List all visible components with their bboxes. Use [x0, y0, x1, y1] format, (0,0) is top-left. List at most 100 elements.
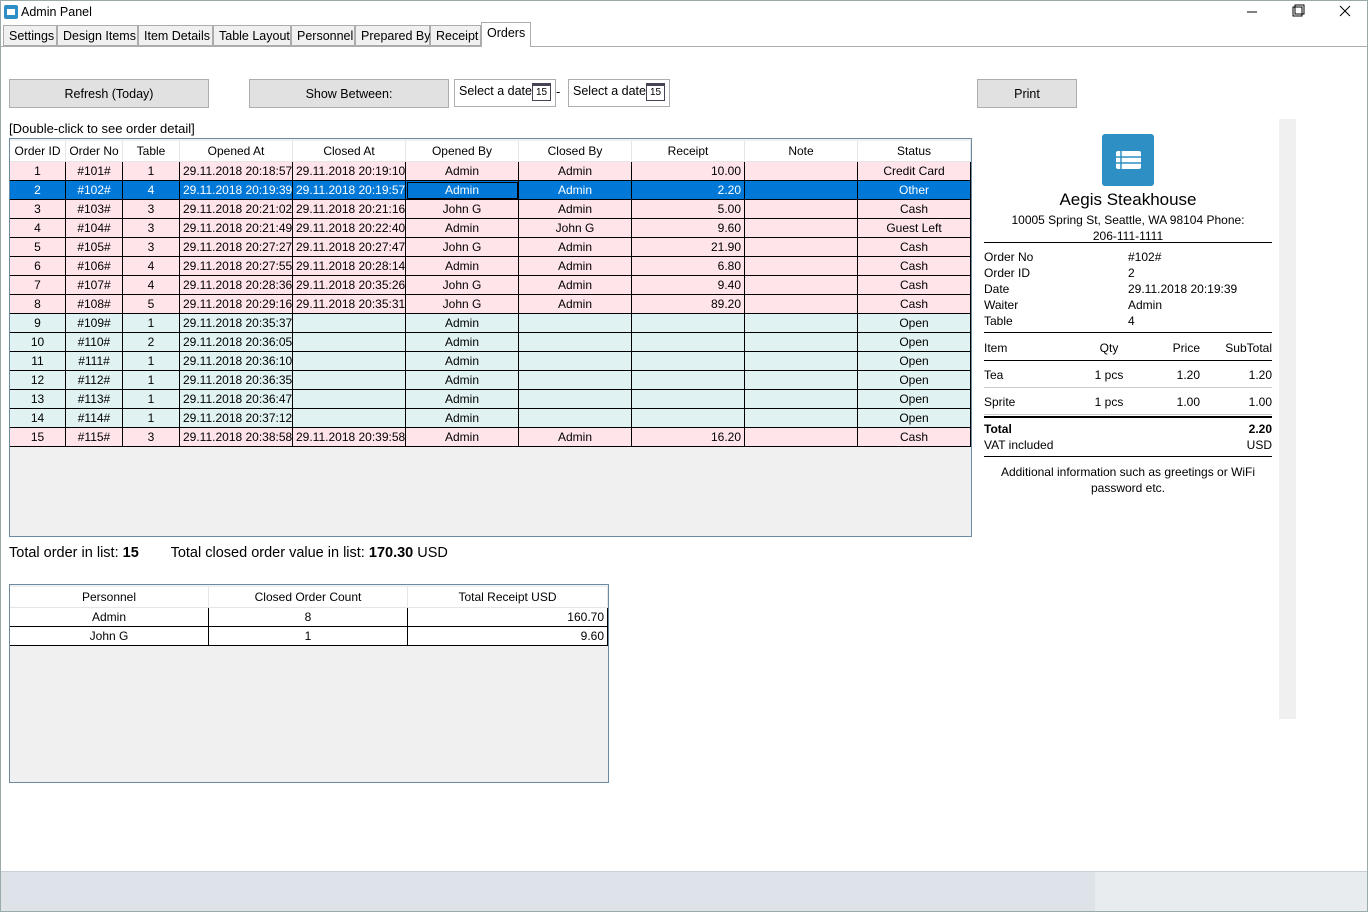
tab[interactable]: Settings	[3, 25, 57, 46]
count-label: Total order in list:	[9, 545, 119, 561]
cell: 29.11.2018 20:22:40	[293, 219, 406, 238]
cell: John G	[406, 295, 519, 314]
cell: 29.11.2018 20:36:47	[180, 390, 293, 409]
cell: 29.11.2018 20:28:14	[293, 257, 406, 276]
scrollbar[interactable]	[1279, 119, 1296, 719]
cell: 29.11.2018 20:19:57	[293, 181, 406, 200]
cell	[519, 371, 632, 390]
cell: 15	[10, 428, 66, 447]
tab[interactable]: Table Layout	[213, 25, 291, 46]
refresh-button[interactable]: Refresh (Today)	[9, 79, 209, 108]
cell	[745, 409, 858, 428]
cell: Admin	[519, 295, 632, 314]
cell	[293, 371, 406, 390]
cell: #108#	[66, 295, 123, 314]
tab[interactable]: Personnel	[291, 25, 355, 46]
cell: 13	[10, 390, 66, 409]
cell: 3	[123, 219, 180, 238]
item-cell: Sprite	[984, 395, 1016, 409]
cell: Open	[858, 352, 971, 371]
cell	[519, 314, 632, 333]
cell: 2	[123, 333, 180, 352]
column-header: Opened By	[406, 141, 519, 162]
column-header: Closed Order Count	[209, 587, 408, 608]
tab[interactable]: Design Items	[57, 25, 138, 46]
cell	[745, 428, 858, 447]
window-controls[interactable]	[1231, 1, 1367, 23]
cell: 2.20	[632, 181, 745, 200]
cell: 9.40	[632, 276, 745, 295]
item-cell: 1.20	[1176, 368, 1200, 382]
cell: 9.60	[408, 627, 608, 646]
cell	[745, 200, 858, 219]
cell: 3	[123, 238, 180, 257]
info-label: Waiter	[984, 298, 1019, 312]
cell: Cash	[858, 276, 971, 295]
cell: Open	[858, 390, 971, 409]
cell: 12	[10, 371, 66, 390]
cell: John G	[519, 219, 632, 238]
cell: Other	[858, 181, 971, 200]
calendar-icon[interactable]: 15	[646, 83, 665, 101]
summary: Total order in list: 15 Total closed ord…	[9, 545, 448, 561]
column-header: Receipt	[632, 141, 745, 162]
print-button[interactable]: Print	[977, 79, 1077, 108]
personnel-grid[interactable]: Personnel Closed Order Count Total Receipt…	[9, 584, 609, 783]
cell: Admin	[519, 162, 632, 181]
date-to[interactable]: Select a date 15	[568, 79, 670, 107]
restaurant-logo	[1102, 134, 1154, 186]
cell: 21.90	[632, 238, 745, 257]
cell: 89.20	[632, 295, 745, 314]
cell: #102#	[66, 181, 123, 200]
info-label: Order ID	[984, 266, 1031, 280]
cell: #111#	[66, 352, 123, 371]
item-cell: 1 pcs	[1094, 395, 1124, 409]
cell: Admin	[406, 257, 519, 276]
cell: 6.80	[632, 257, 745, 276]
tab[interactable]: Orders	[481, 22, 531, 47]
tab[interactable]: Prepared By	[355, 25, 430, 46]
status-bar-right	[1095, 871, 1367, 911]
divider	[984, 360, 1272, 361]
date-from[interactable]: Select a date 15	[454, 79, 556, 107]
cell	[745, 219, 858, 238]
cell: 16.20	[632, 428, 745, 447]
cell: 7	[10, 276, 66, 295]
cell	[293, 314, 406, 333]
cell: 5.00	[632, 200, 745, 219]
cell: Admin	[519, 181, 632, 200]
cell: Cash	[858, 428, 971, 447]
column-header: Closed At	[293, 141, 406, 162]
cell: 14	[10, 409, 66, 428]
cell: Open	[858, 371, 971, 390]
cell: 2	[10, 181, 66, 200]
show-between-button[interactable]: Show Between:	[249, 79, 449, 108]
cell: 29.11.2018 20:37:12	[180, 409, 293, 428]
total-label: Total	[984, 422, 1012, 436]
cell: 29.11.2018 20:28:36	[180, 276, 293, 295]
tab[interactable]: Receipt	[430, 25, 481, 46]
cell	[293, 333, 406, 352]
cell: #105#	[66, 238, 123, 257]
cell: 3	[123, 428, 180, 447]
orders-grid[interactable]: Order ID Order No Table Opened At Closed At O…	[9, 138, 972, 537]
column-header: Table	[123, 141, 180, 162]
cell: Admin	[406, 314, 519, 333]
item-column: Qty	[1099, 341, 1119, 355]
calendar-icon[interactable]: 15	[532, 83, 551, 101]
cell: Admin	[406, 390, 519, 409]
cell	[293, 390, 406, 409]
cell: 3	[123, 200, 180, 219]
cell: Admin	[406, 162, 519, 181]
cell: 29.11.2018 20:19:39	[180, 181, 293, 200]
info-value: Admin	[1128, 298, 1163, 312]
tab[interactable]: Item Details	[138, 25, 213, 46]
cell: 1	[123, 162, 180, 181]
cell: 29.11.2018 20:27:55	[180, 257, 293, 276]
cell: Admin	[519, 276, 632, 295]
divider	[984, 414, 1272, 415]
cell: Admin	[406, 181, 519, 200]
cell	[745, 162, 858, 181]
cell: John G	[10, 627, 209, 646]
info-value: 29.11.2018 20:19:39	[1128, 282, 1238, 296]
